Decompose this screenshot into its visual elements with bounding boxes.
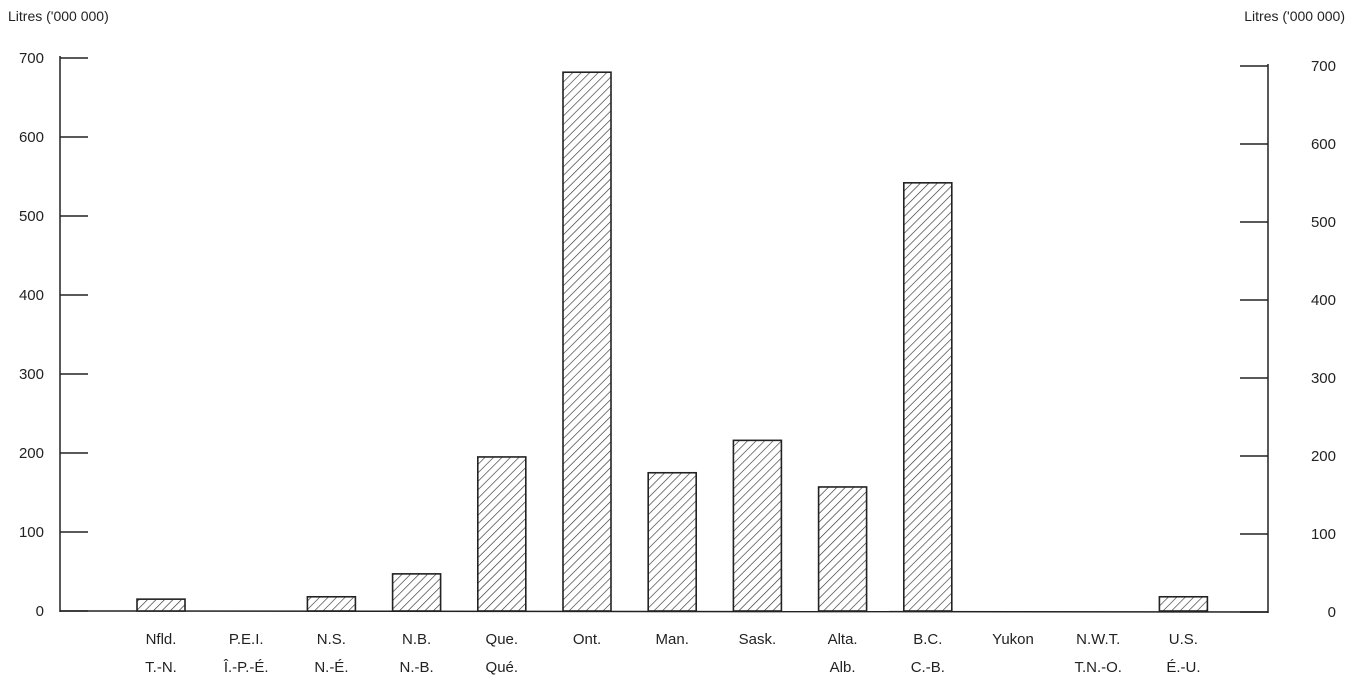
category-label: B.C. [913,631,942,648]
left-tick-label: 200 [19,445,44,462]
right-tick-label: 700 [1311,58,1336,75]
bar-bc [902,182,953,612]
bar-ont [562,71,612,612]
category-label: U.S. [1169,631,1198,648]
category-label: P.E.I. [229,631,264,648]
category-label-french: N.-B. [400,659,434,676]
right-tick-label: 400 [1311,292,1336,309]
left-tick-label: 0 [36,603,44,620]
bar-que [476,456,527,612]
bar-us [1158,595,1209,612]
category-label: Alta. [828,631,858,648]
category-label: Sask. [739,631,777,648]
category-label-french: É.-U. [1166,659,1200,676]
category-label: Nfld. [146,631,177,648]
right-tick-label: 100 [1311,526,1336,543]
left-tick-label: 400 [19,287,44,304]
left-tick-label: 700 [19,50,44,67]
bar-nfld [136,598,186,612]
right-tick-label: 200 [1311,448,1336,465]
right-tick-label: 0 [1328,604,1336,621]
right-tick-label: 500 [1311,214,1336,231]
bar-man [647,471,698,612]
category-label: Man. [656,631,689,648]
y-axis-label-right: Litres ('000 000) [1244,8,1345,24]
y-axis-label-left: Litres ('000 000) [8,8,109,24]
left-tick-label: 100 [19,524,44,541]
category-label-french: Alb. [830,659,856,676]
category-label-french: T.N.-O. [1074,659,1122,676]
bar-sask [732,439,783,612]
bar-ns [306,595,357,612]
right-tick-label: 600 [1311,136,1336,153]
category-label: Yukon [992,631,1034,648]
category-label-french: Qué. [486,659,519,676]
category-label-french: N.-É. [314,659,348,676]
category-label: N.B. [402,631,431,648]
bar-alta [817,486,868,612]
category-label: Que. [486,631,519,648]
category-label-french: Î.-P.-É. [223,659,269,676]
left-tick-label: 300 [19,366,44,383]
bar-nb [391,573,442,612]
category-label-french: T.-N. [145,659,177,676]
category-label: N.W.T. [1076,631,1120,648]
category-label: Ont. [573,631,601,648]
category-label-french: C.-B. [911,659,945,676]
left-tick-label: 600 [19,129,44,146]
category-label: N.S. [317,631,346,648]
right-tick-label: 300 [1311,370,1336,387]
left-tick-label: 500 [19,208,44,225]
